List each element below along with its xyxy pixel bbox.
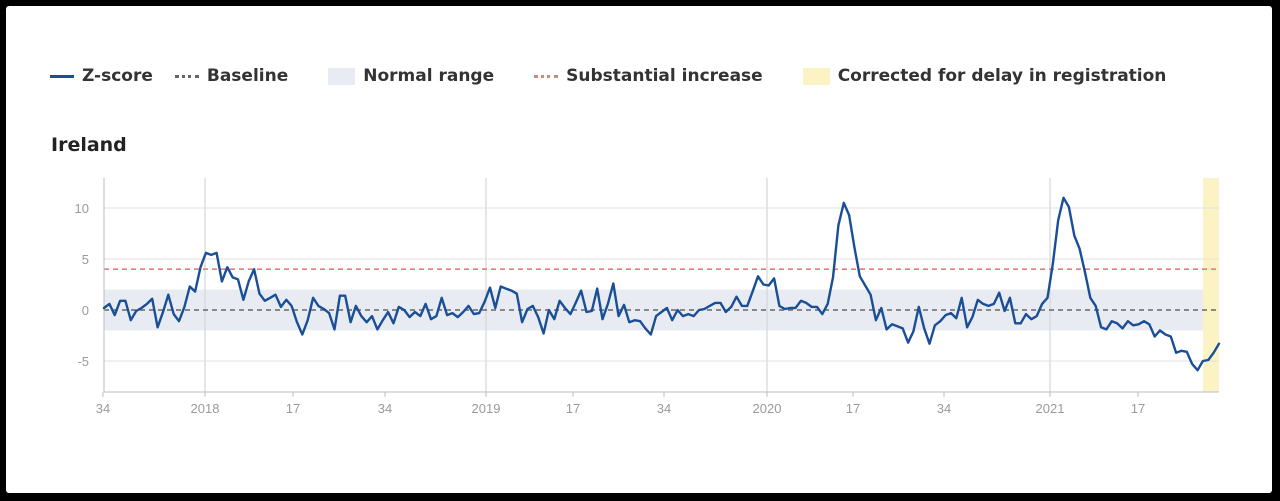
legend-label-baseline: Baseline — [206, 66, 289, 86]
chart-legend: Z-score Baseline Normal range Substantia… — [50, 66, 1166, 86]
y-tick-label: -5 — [77, 354, 89, 369]
normal-range-swatch-icon — [328, 67, 356, 85]
corrected-swatch-icon — [802, 67, 830, 85]
x-tick-label: 34 — [96, 401, 110, 416]
x-tick-label: 2018 — [191, 401, 220, 416]
legend-label-corrected: Corrected for delay in registration — [837, 66, 1167, 86]
zscore-line-swatch-icon — [50, 74, 74, 78]
x-tick-label: 2019 — [472, 401, 501, 416]
x-tick-label: 2020 — [753, 401, 782, 416]
x-tick-label: 17 — [1131, 401, 1145, 416]
x-tick-label: 17 — [566, 401, 580, 416]
y-tick-label: 0 — [82, 303, 89, 318]
x-tick-label: 2021 — [1036, 401, 1065, 416]
x-tick-label: 34 — [937, 401, 951, 416]
legend-item-normal-range[interactable]: Normal range — [328, 66, 494, 86]
baseline-dash-swatch-icon — [174, 74, 199, 78]
legend-label-normal-range: Normal range — [363, 66, 495, 86]
corrected-delay-band — [1203, 178, 1219, 392]
chart-card — [6, 6, 1272, 493]
legend-item-substantial-increase[interactable]: Substantial increase — [534, 66, 763, 86]
x-tick-label: 34 — [378, 401, 392, 416]
legend-item-baseline[interactable]: Baseline — [174, 66, 289, 86]
substantial-dash-swatch-icon — [534, 74, 559, 78]
legend-label-zscore: Z-score — [82, 66, 153, 86]
chart-title: Ireland — [51, 134, 127, 156]
legend-label-substantial: Substantial increase — [566, 66, 763, 86]
legend-item-corrected[interactable]: Corrected for delay in registration — [802, 66, 1167, 86]
x-tick-label: 17 — [286, 401, 300, 416]
x-tick-label: 34 — [657, 401, 671, 416]
y-tick-label: 5 — [82, 252, 89, 267]
zscore-series-line — [102, 196, 1221, 372]
x-tick-label: 17 — [846, 401, 860, 416]
y-tick-label: 10 — [75, 201, 89, 216]
legend-item-zscore[interactable]: Z-score — [50, 66, 153, 86]
